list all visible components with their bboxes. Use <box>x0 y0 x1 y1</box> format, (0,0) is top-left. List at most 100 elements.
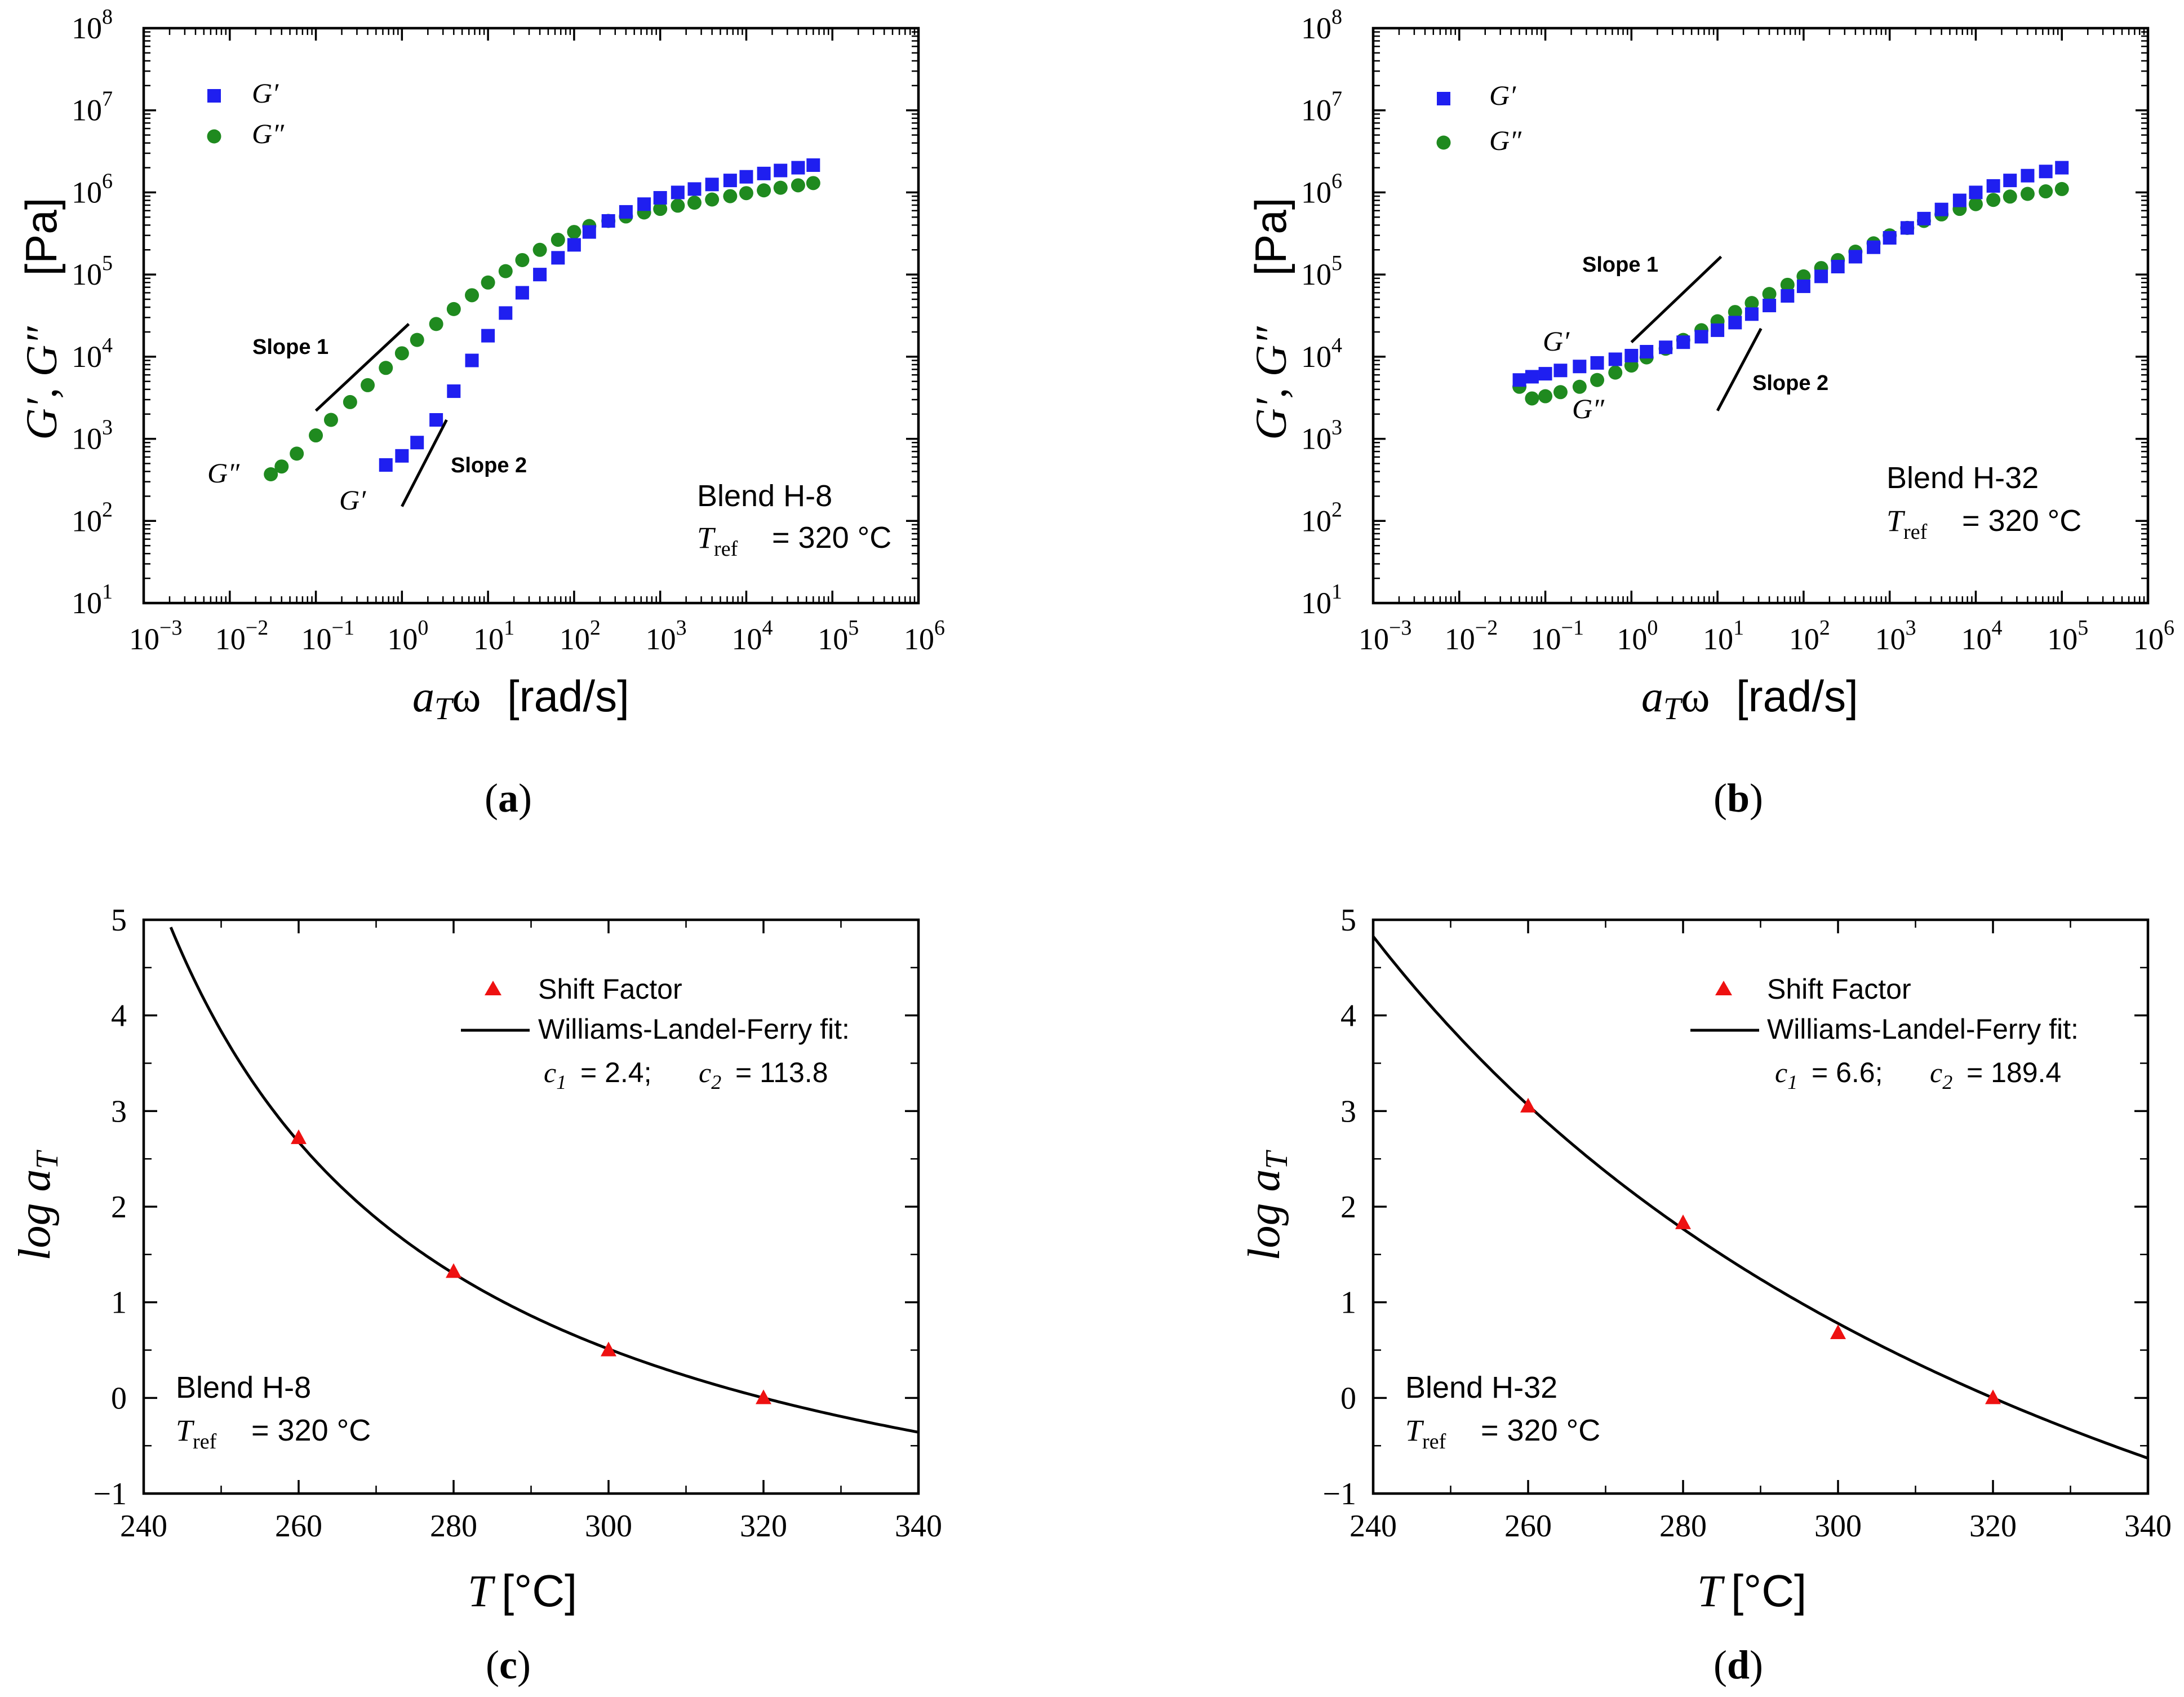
gdouble-point <box>1525 391 1539 406</box>
panel-b-slope-lines <box>1630 255 1763 411</box>
x-tick-label: 102 <box>560 616 601 656</box>
y-tick-label: 1 <box>111 1286 127 1321</box>
gdouble-curve-label: G″ <box>1572 393 1605 424</box>
tref-symbol: Tref <box>176 1414 217 1454</box>
gprime-point <box>582 225 596 239</box>
tref-value: = 320 °C <box>251 1414 371 1447</box>
legend-c1-symbol: c1 <box>1775 1057 1797 1093</box>
x-tick-label: 102 <box>1789 616 1830 656</box>
gprime-point <box>1744 307 1759 321</box>
gdouble-point <box>1968 197 1983 211</box>
panel-c-legend: Shift Factor Williams-Landel-Ferry fit: … <box>461 973 850 1093</box>
panel-c-data-marks <box>291 1129 771 1404</box>
y-tick-label: 2 <box>1340 1190 1356 1225</box>
x-tick-label: 240 <box>120 1509 167 1544</box>
x-axis-label: aTω <box>412 672 481 726</box>
gdouble-point <box>379 361 393 375</box>
panel-b-caption: (b) <box>1714 776 1763 821</box>
gprime-point <box>2021 169 2035 183</box>
gdouble-point <box>1572 379 1587 394</box>
y-tick-label: 4 <box>1340 999 1356 1034</box>
legend-gprime-marker <box>1437 92 1450 105</box>
x-tick-label: 320 <box>740 1509 787 1544</box>
gdouble-point <box>481 275 495 290</box>
gdouble-point <box>705 192 720 207</box>
shift-factor-point <box>446 1263 461 1278</box>
x-tick-label: 105 <box>2047 616 2088 656</box>
x-tick-label: 10−2 <box>1445 616 1498 656</box>
y-tick-label: 104 <box>72 334 113 374</box>
gprime-point <box>2039 165 2053 179</box>
x-tick-label: 10−1 <box>1531 616 1584 656</box>
gdouble-point <box>2054 181 2069 196</box>
gprime-point <box>499 306 513 320</box>
panel-a-plot-area <box>142 26 920 605</box>
gdouble-point <box>429 317 443 331</box>
y-tick-label: 104 <box>1301 334 1342 374</box>
gdouble-point <box>323 413 338 427</box>
gdouble-point <box>2039 184 2053 199</box>
gdouble-point <box>446 302 461 316</box>
gprime-point <box>1814 269 1828 283</box>
gdouble-point <box>791 178 805 193</box>
gprime-point <box>1952 193 1967 207</box>
gprime-point <box>567 238 581 252</box>
gprime-point <box>1848 250 1862 264</box>
y-tick-label: 106 <box>1301 169 1342 209</box>
gprime-point <box>806 158 820 172</box>
panel-d-data-marks <box>1520 1097 2001 1404</box>
gprime-point <box>1525 370 1539 384</box>
gprime-point <box>1573 360 1587 374</box>
shift-factor-point <box>291 1129 307 1144</box>
svg-text:[Pa]: [Pa] <box>1246 198 1295 276</box>
gprime-point <box>1831 260 1845 274</box>
gprime-point <box>791 161 805 175</box>
y-tick-label: 101 <box>72 580 113 620</box>
legend-c1-value: = 2.4; <box>580 1057 652 1088</box>
x-tick-label: 106 <box>2133 616 2174 656</box>
gdouble-point <box>806 176 820 190</box>
panel-c-tick-labels: 240 260 280 300 320 340 −1 0 1 2 3 4 5 <box>93 903 942 1544</box>
shift-factor-point <box>1675 1214 1691 1229</box>
gprime-point <box>1781 289 1795 303</box>
gprime-point <box>671 185 685 200</box>
legend-c2-symbol: c2 <box>699 1057 721 1093</box>
gdouble-point <box>515 252 530 267</box>
gprime-point <box>1711 323 1725 337</box>
legend-gprime-label: G′ <box>1489 79 1516 111</box>
y-tick-label: 105 <box>72 251 113 291</box>
panel-c-ticks <box>143 919 920 1495</box>
x-tick-label: 340 <box>895 1509 942 1544</box>
sample-label: Blend H-32 <box>1405 1371 1557 1404</box>
wlf-fit-curve <box>1372 935 2149 1460</box>
gdouble-point <box>1538 389 1553 404</box>
panel-d-ticks <box>1372 919 2149 1495</box>
x-axis-unit: [rad/s] <box>1736 671 1858 721</box>
legend-shift-label: Shift Factor <box>538 973 682 1005</box>
gdouble-point <box>1744 296 1759 311</box>
x-axis-unit: [rad/s] <box>507 671 629 721</box>
gprime-point <box>2055 161 2069 175</box>
gprime-point <box>1728 316 1742 330</box>
gprime-point <box>481 329 495 343</box>
sample-label: Blend H-32 <box>1886 461 2039 495</box>
y-axis-label: log aT <box>1240 1149 1294 1260</box>
panel-b-tick-labels: 10−3 10−2 10−1 100 101 102 103 104 105 106 101 102 1… <box>1301 5 2174 656</box>
legend-shift-marker <box>485 981 501 995</box>
panel-c-chart: 240 260 280 300 320 340 −1 0 1 2 3 4 5 Shift Factor … <box>10 903 942 1687</box>
gprime-point <box>637 197 651 211</box>
legend-c2-value: = 189.4 <box>1967 1057 2061 1088</box>
x-tick-label: 101 <box>1703 616 1744 656</box>
x-tick-label: 300 <box>585 1509 632 1544</box>
shift-factor-point <box>756 1389 771 1404</box>
panel-b-ticks <box>1372 27 2149 604</box>
x-tick-label: 103 <box>1875 616 1916 656</box>
gprime-point <box>723 174 737 188</box>
gdouble-point <box>274 459 289 474</box>
x-tick-label: 101 <box>473 616 514 656</box>
gdouble-point <box>394 346 409 361</box>
x-axis-label: T <box>468 1567 496 1616</box>
x-tick-label: 300 <box>1814 1509 1862 1544</box>
y-axis-label: G′, G″ [Pa] <box>16 198 66 440</box>
y-tick-label: 103 <box>1301 416 1342 456</box>
